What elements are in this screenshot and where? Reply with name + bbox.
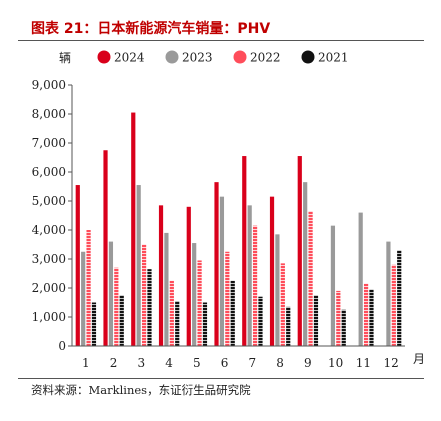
x-tick-label: 10 [328, 356, 343, 370]
legend-label-2023: 2023 [182, 51, 213, 65]
bar-2022-month-8 [280, 263, 285, 346]
x-tick-label: 11 [356, 356, 371, 370]
x-tick-label: 4 [165, 356, 173, 370]
bar-2021-month-11 [369, 289, 374, 346]
x-tick-label: 9 [304, 356, 312, 370]
y-tick-label: 1,000 [32, 310, 66, 324]
bar-2021-month-5 [202, 302, 208, 346]
y-axis-unit-label: 辆 [59, 51, 71, 65]
bar-2022-month-6 [225, 251, 230, 346]
bar-2024-month-3 [131, 112, 136, 346]
y-tick-label: 2,000 [32, 281, 66, 295]
x-tick-label: 12 [383, 356, 398, 370]
bar-2023-month-6 [219, 196, 225, 346]
y-tick-label: 6,000 [32, 165, 66, 179]
y-axis: 0 1,000 2,000 3,000 4,000 5,000 6,000 7,000 8,00… [32, 78, 73, 353]
bar-2021-month-3 [147, 269, 152, 346]
bar-2023-month-8 [275, 234, 280, 346]
bar-2024-month-1 [75, 185, 80, 346]
bar-2024-month-7 [242, 156, 247, 346]
bar-2023-month-2 [108, 241, 114, 346]
source-note: 资料来源：Marklines，东证衍生品研究院 [31, 383, 251, 397]
bar-2023-month-3 [136, 185, 141, 346]
bar-2023-month-12 [386, 241, 391, 346]
bar-2022-month-12 [391, 264, 396, 346]
legend-label-2022: 2022 [250, 51, 281, 65]
bar-2022-month-10 [336, 290, 341, 346]
phv-sales-bar-chart: 2024 2023 2022 2021 辆 0 1,000 2,000 3,000 4,000… [32, 50, 425, 370]
bar-2022-month-9 [308, 211, 313, 346]
bar-2021-month-1 [91, 302, 97, 346]
bar-2023-month-11 [358, 212, 363, 346]
bar-2022-month-11 [363, 283, 369, 346]
legend-label-2021: 2021 [318, 51, 349, 65]
y-tick-label: 9,000 [32, 78, 66, 92]
x-tick-label: 3 [138, 356, 146, 370]
chart-title: 图表 21：日本新能源汽车销量：PHV [31, 21, 271, 37]
x-tick-label: 6 [221, 356, 229, 370]
x-tick-label: 2 [110, 356, 118, 370]
bar-2022-month-3 [141, 244, 147, 346]
bar-2022-month-4 [169, 280, 174, 346]
bar-2023-month-4 [164, 232, 169, 346]
bar-2021-month-12 [397, 250, 402, 346]
legend-marker-2023 [165, 50, 179, 64]
bar-2021-month-9 [313, 295, 319, 346]
bar-2024-month-2 [103, 150, 108, 346]
legend-marker-2024 [97, 50, 111, 64]
legend-marker-2021 [301, 50, 315, 64]
bar-2023-month-1 [81, 251, 86, 346]
y-tick-label: 0 [58, 339, 66, 353]
bar-2021-month-10 [341, 309, 346, 346]
chart-legend: 2024 2023 2022 2021 [97, 50, 349, 65]
x-tick-label: 5 [193, 356, 201, 370]
bar-2021-month-7 [258, 296, 263, 346]
y-tick-label: 8,000 [32, 107, 66, 121]
bar-2024-month-6 [214, 182, 219, 346]
x-axis-unit-label: 月 [413, 352, 425, 366]
source-divider [18, 378, 424, 379]
legend-label-2024: 2024 [114, 51, 145, 65]
bar-2023-month-5 [192, 243, 197, 346]
y-tick-label: 3,000 [32, 252, 66, 266]
bar-2022-month-1 [86, 230, 91, 346]
bar-2022-month-7 [252, 225, 258, 346]
bar-2021-month-8 [286, 306, 291, 346]
bar-2021-month-2 [119, 295, 124, 346]
bar-2024-month-8 [269, 196, 275, 346]
bar-2024-month-4 [158, 205, 164, 346]
x-tick-label: 7 [249, 356, 257, 370]
y-tick-label: 5,000 [32, 194, 66, 208]
y-tick-label: 7,000 [32, 136, 66, 150]
y-tick-label: 4,000 [32, 223, 66, 237]
bar-2023-month-7 [247, 205, 252, 346]
bar-2021-month-6 [230, 280, 235, 346]
x-axis: 1 2 3 4 5 6 7 8 9 10 11 12 [72, 345, 405, 370]
bar-2021-month-4 [175, 301, 180, 346]
bar-2022-month-2 [114, 267, 119, 346]
bar-2023-month-9 [303, 182, 308, 346]
bar-2023-month-10 [330, 225, 336, 346]
bar-series-group [75, 112, 402, 346]
bar-2024-month-9 [297, 156, 302, 346]
bar-2022-month-5 [197, 260, 202, 346]
title-divider [18, 40, 424, 41]
x-tick-label: 8 [276, 356, 284, 370]
bar-2024-month-5 [186, 206, 191, 346]
x-tick-label: 1 [82, 356, 90, 370]
legend-marker-2022 [233, 50, 247, 64]
